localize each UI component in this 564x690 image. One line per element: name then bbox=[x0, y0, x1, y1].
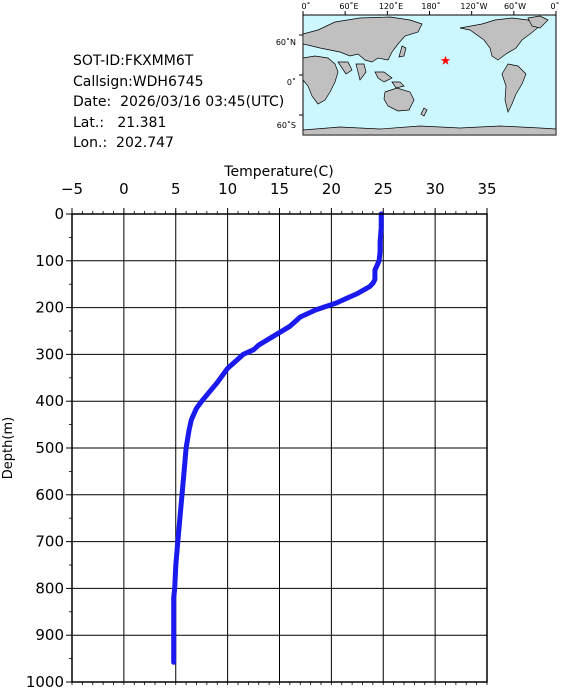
x-tick-label: 20 bbox=[322, 180, 341, 198]
map-lon-label-5: 120˚W bbox=[460, 1, 487, 11]
map-lon-label-7: 0˚ bbox=[550, 1, 559, 11]
map-top-axis: 0˚ 60˚E 120˚E 180˚ 120˚W 60˚W 0˚ bbox=[301, 1, 559, 11]
x-axis-label: Temperature(C) bbox=[223, 164, 333, 180]
callsign-label: Callsign:WDH6745 bbox=[73, 73, 204, 90]
map-lon-label-2: 60˚E bbox=[339, 1, 358, 11]
map-land bbox=[302, 15, 557, 136]
y-tick-label: 1000 bbox=[26, 673, 64, 690]
map-left-axis: 60˚N 0˚ 60˚S bbox=[276, 37, 296, 130]
chart-grid bbox=[71, 213, 488, 683]
station-metadata: SOT-ID:FKXMM6T Callsign:WDH6745 Date: 20… bbox=[73, 51, 284, 154]
map-lon-label-4: 180˚ bbox=[421, 1, 440, 11]
map-lat-label-3: 60˚S bbox=[277, 120, 296, 130]
y-tick-label: 800 bbox=[35, 579, 64, 597]
chart-ticks bbox=[66, 208, 488, 685]
x-tick-label: 15 bbox=[270, 180, 289, 198]
x-tick-label: −5 bbox=[61, 180, 83, 198]
y-tick-label: 700 bbox=[35, 533, 64, 551]
plot-frame bbox=[71, 213, 488, 683]
latitude-label: Lat.: 21.381 bbox=[73, 114, 167, 131]
y-tick-label: 900 bbox=[35, 626, 64, 644]
x-tick-label: 25 bbox=[374, 180, 393, 198]
longitude-label: Lon.: 202.747 bbox=[73, 135, 174, 151]
x-tick-label: 10 bbox=[218, 180, 237, 198]
x-tick-label: 0 bbox=[119, 180, 129, 198]
date-label: Date: 2026/03/16 03:45(UTC) bbox=[73, 94, 285, 110]
x-tick-labels: −5 0 5 10 15 20 25 30 35 bbox=[61, 180, 497, 198]
y-tick-label: 0 bbox=[54, 205, 64, 223]
y-tick-label: 500 bbox=[35, 439, 64, 457]
y-tick-label: 300 bbox=[35, 345, 64, 363]
y-tick-label: 200 bbox=[35, 299, 64, 317]
map-lon-label-3: 120˚E bbox=[379, 1, 403, 11]
map-lat-label-1: 60˚N bbox=[276, 37, 296, 47]
y-tick-label: 100 bbox=[35, 252, 64, 270]
map-ticks bbox=[299, 11, 557, 116]
x-tick-label: 30 bbox=[426, 180, 445, 198]
map-lat-label-2: 0˚ bbox=[287, 77, 296, 87]
map-lon-label-1: 0˚ bbox=[301, 1, 310, 11]
x-tick-label: 35 bbox=[477, 180, 496, 198]
y-axis-label: Depth(m) bbox=[1, 417, 16, 479]
y-tick-labels: 0 100 200 300 400 500 600 700 800 900 1000 bbox=[26, 205, 64, 690]
station-marker-icon bbox=[440, 55, 451, 65]
map-lon-label-6: 60˚W bbox=[504, 1, 526, 11]
x-tick-label: 5 bbox=[171, 180, 181, 198]
y-tick-label: 400 bbox=[35, 392, 64, 410]
y-tick-label: 600 bbox=[35, 486, 64, 504]
temperature-series-line bbox=[171, 211, 384, 665]
sot-id-label: SOT-ID:FKXMM6T bbox=[73, 53, 194, 69]
